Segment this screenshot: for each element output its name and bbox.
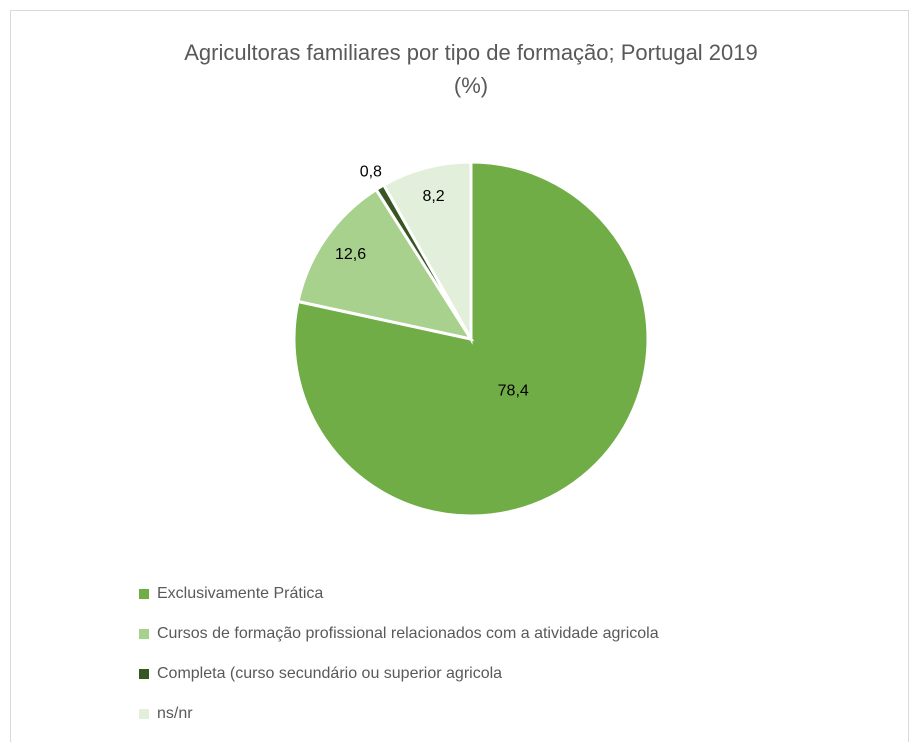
- legend-swatch: [139, 709, 149, 719]
- data-label: 0,8: [360, 163, 382, 180]
- legend-swatch: [139, 669, 149, 679]
- legend-label: ns/nr: [157, 705, 193, 722]
- legend-label: Cursos de formação profissional relacion…: [157, 625, 659, 642]
- pie-slice: [296, 187, 475, 342]
- data-label: 12,6: [335, 246, 366, 263]
- data-label: 78,4: [498, 383, 529, 400]
- legend-swatch: [139, 589, 149, 599]
- chart-title: (%): [454, 73, 488, 98]
- data-label: 8,2: [422, 188, 444, 205]
- legend-label: Exclusivamente Prática: [157, 585, 323, 602]
- pie-slice: [381, 160, 473, 345]
- legend-label: Completa (curso secundário ou superior a…: [157, 665, 502, 682]
- chart-title: Agricultoras familiares por tipo de form…: [184, 40, 758, 65]
- legend-swatch: [139, 629, 149, 639]
